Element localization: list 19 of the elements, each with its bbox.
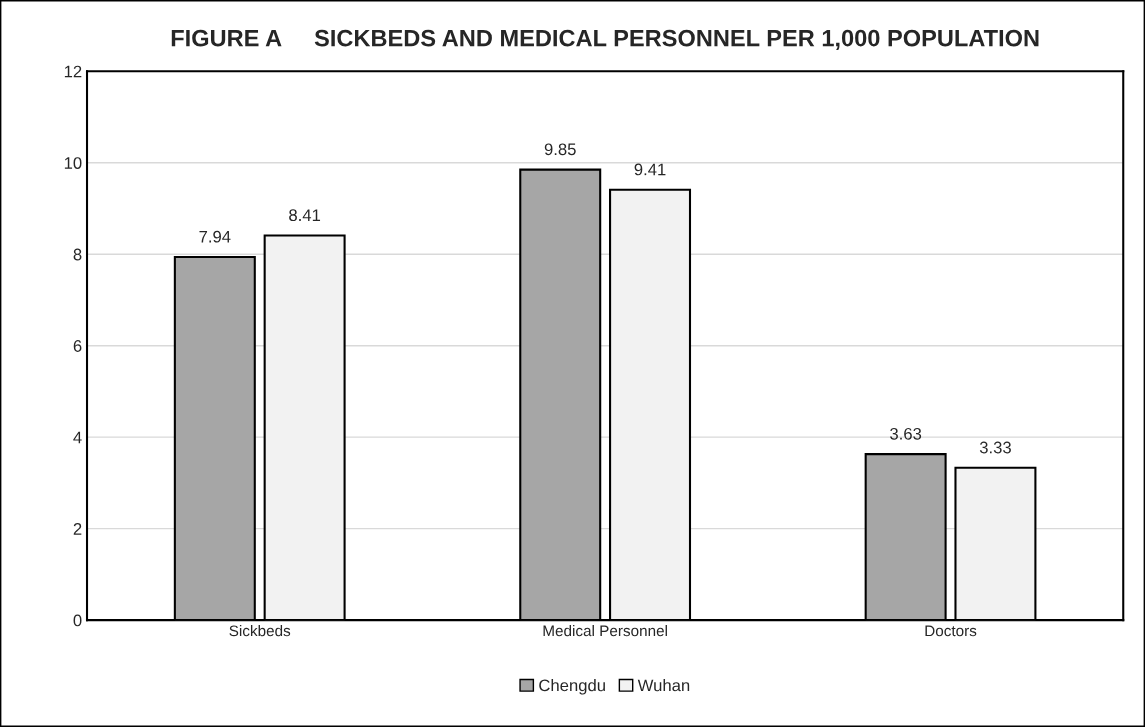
data-label: 8.41 bbox=[289, 209, 321, 222]
legend-label: Chengdu bbox=[539, 679, 605, 695]
x-tick-label: Sickbeds bbox=[229, 624, 291, 637]
legend-label: Wuhan bbox=[637, 679, 690, 692]
data-label: 9.85 bbox=[544, 143, 576, 156]
chart-title: FIGURE A SICKBEDS AND MEDICAL PERSONNEL PER 1,000 POPULATION bbox=[171, 29, 1039, 50]
y-tick-label: 10 bbox=[64, 157, 82, 169]
data-label: 7.94 bbox=[199, 230, 231, 243]
y-tick-label: 2 bbox=[73, 523, 82, 535]
y-tick-label: 8 bbox=[73, 248, 82, 261]
y-tick-label: 0 bbox=[73, 614, 82, 627]
y-tick-label: 6 bbox=[73, 340, 82, 352]
x-tick-label: Doctors bbox=[925, 625, 977, 637]
data-label: 3.63 bbox=[890, 427, 922, 440]
data-label: 9.41 bbox=[634, 163, 666, 176]
x-tick-label: Medical Personnel bbox=[543, 624, 667, 637]
y-tick-label: 12 bbox=[64, 65, 82, 78]
y-tick-label: 4 bbox=[73, 431, 82, 444]
data-label: 3.33 bbox=[979, 441, 1011, 454]
